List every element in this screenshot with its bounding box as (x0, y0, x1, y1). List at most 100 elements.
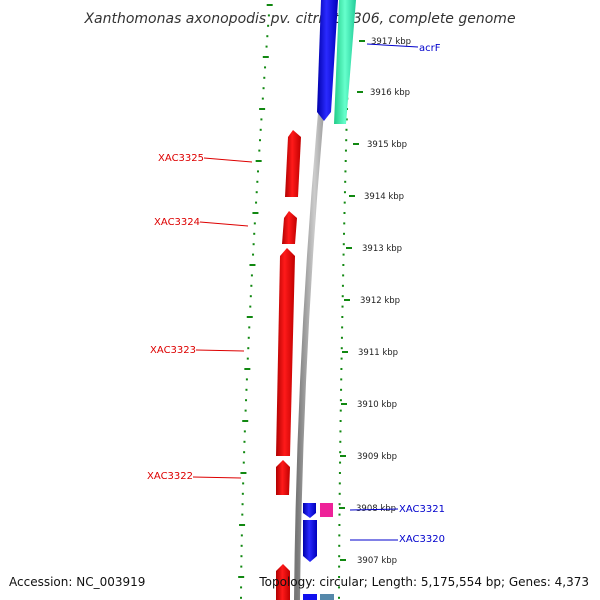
small-pink-feature[interactable] (320, 503, 333, 517)
left-track-dot (238, 576, 245, 578)
right-track-dot (338, 576, 341, 578)
gene-XAC3323[interactable] (276, 248, 295, 456)
left-track-dot (252, 212, 259, 214)
kbp-ticks: 3917 kbp 3916 kbp 3915 kbp 3914 kbp 3913 kbp… (339, 37, 411, 566)
right-track-dot (343, 232, 346, 235)
right-track-dot (342, 264, 345, 266)
gene-XAC3320[interactable] (303, 520, 317, 562)
right-track-dot (345, 118, 348, 121)
right-track-dot (344, 149, 347, 152)
right-track-dot (340, 368, 343, 370)
left-track-dot (239, 524, 246, 526)
left-track-dot (256, 170, 259, 173)
right-track-dot (341, 284, 344, 287)
right-track-dot (342, 274, 345, 277)
right-track-dot (343, 222, 346, 225)
left-track-dot (240, 544, 243, 547)
left-track-dot (265, 45, 268, 48)
right-track-dot (339, 409, 342, 412)
label-XAC3321[interactable]: XAC3321 (399, 504, 445, 515)
kbp-tick-label: 3910 kbp (357, 400, 397, 410)
left-track-dot (241, 513, 244, 516)
right-track-dot (338, 586, 341, 589)
left-track-dot (263, 76, 266, 79)
left-track-dot (258, 149, 261, 152)
kbp-tick-label: 3917 kbp (371, 37, 411, 47)
left-track-dot (242, 482, 245, 485)
left-track-dot (255, 191, 258, 194)
left-track-dot (242, 461, 245, 464)
right-track-dot (338, 492, 341, 495)
genome-title: Xanthomonas axonopodis pv. citri str. 30… (83, 11, 515, 27)
label-acrF[interactable]: acrF (419, 43, 441, 54)
right-track-dot (339, 430, 342, 433)
right-track-dot (342, 253, 345, 256)
gene-red-partial[interactable] (276, 564, 290, 600)
left-track-dot (261, 97, 264, 100)
right-track-dot (340, 347, 343, 350)
right-track-dot (341, 305, 344, 308)
left-track-dot (256, 180, 259, 183)
right-track-dot (339, 420, 342, 422)
left-track-dot (247, 347, 250, 350)
label-XAC3324[interactable]: XAC3324 (154, 217, 200, 228)
gene-XAC3321[interactable] (303, 503, 316, 518)
kbp-tick-label: 3915 kbp (367, 140, 407, 150)
gene-blue-partial[interactable] (303, 594, 317, 600)
gene-teal-partial[interactable] (320, 594, 334, 600)
genome-stats-text: Topology: circular; Length: 5,175,554 bp… (258, 575, 589, 589)
label-XAC3322[interactable]: XAC3322 (147, 471, 193, 482)
right-track-dot (345, 128, 348, 131)
left-track-dot (241, 492, 244, 495)
right-track-dot (338, 565, 341, 568)
kbp-tick-label: 3913 kbp (362, 244, 402, 254)
left-track-dot (249, 295, 252, 298)
label-XAC3320[interactable]: XAC3320 (399, 534, 445, 545)
dotted-tracks (238, 4, 351, 599)
right-track-dot (341, 295, 344, 298)
left-track-dot (259, 139, 262, 142)
left-track-dot (253, 232, 256, 235)
right-track-dot (343, 191, 346, 194)
right-track-dot (342, 243, 345, 246)
left-track-dot (245, 399, 248, 402)
left-track-dot (240, 565, 243, 568)
leader-acrF (366, 43, 419, 48)
kbp-tick-label: 3912 kbp (360, 296, 400, 306)
lower-features (303, 503, 334, 600)
right-track-dot (338, 482, 341, 485)
left-track-dot (245, 378, 248, 381)
left-track-dot (245, 388, 248, 391)
left-track-dot (262, 56, 269, 58)
left-track-dot (253, 222, 256, 225)
left-track-dot (250, 284, 253, 287)
gene-XAC3325[interactable] (285, 130, 301, 197)
left-track-dot (243, 430, 246, 433)
left-track-dot (247, 336, 250, 339)
gene-acrF-region[interactable] (317, 0, 356, 124)
gene-acrF-arrow[interactable] (317, 0, 338, 121)
kbp-tick-label: 3909 kbp (357, 452, 397, 462)
gene-green-feature[interactable] (334, 0, 356, 124)
left-track-dot (241, 503, 244, 506)
right-track-dot (339, 451, 342, 454)
right-track-dot (338, 596, 341, 599)
right-track-dot (339, 399, 342, 402)
label-XAC3323[interactable]: XAC3323 (150, 345, 196, 356)
left-track-dot (240, 586, 243, 589)
left-track-dot (243, 440, 246, 443)
kbp-tick-label: 3916 kbp (370, 88, 410, 98)
left-track-dot (266, 35, 269, 38)
gene-XAC3322[interactable] (276, 460, 290, 495)
left-track-dot (249, 264, 256, 266)
gene-labels: acrF XAC3325 XAC3324 XAC3323 XAC3322 XAC… (147, 43, 445, 545)
right-track-dot (343, 201, 346, 204)
left-track-dot (244, 409, 247, 412)
right-track-dot (338, 544, 341, 547)
right-track-dot (340, 336, 343, 339)
right-track-dot (340, 388, 343, 391)
label-XAC3325[interactable]: XAC3325 (158, 153, 204, 164)
gene-XAC3324[interactable] (282, 211, 297, 244)
leader-XAC3322 (192, 476, 242, 479)
